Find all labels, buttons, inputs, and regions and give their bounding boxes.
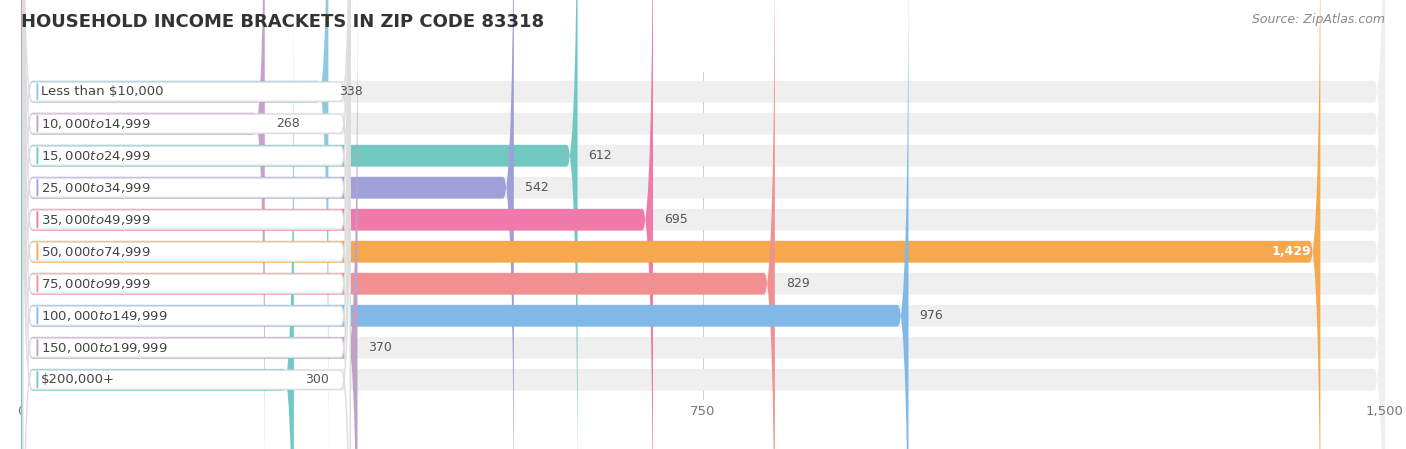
Text: $10,000 to $14,999: $10,000 to $14,999 (41, 117, 150, 131)
FancyBboxPatch shape (21, 0, 329, 449)
FancyBboxPatch shape (22, 0, 350, 449)
FancyBboxPatch shape (21, 0, 775, 449)
FancyBboxPatch shape (22, 0, 350, 449)
Text: 695: 695 (664, 213, 688, 226)
FancyBboxPatch shape (22, 37, 350, 449)
Text: $100,000 to $149,999: $100,000 to $149,999 (41, 309, 167, 323)
FancyBboxPatch shape (21, 0, 652, 449)
Text: 268: 268 (276, 117, 299, 130)
Text: HOUSEHOLD INCOME BRACKETS IN ZIP CODE 83318: HOUSEHOLD INCOME BRACKETS IN ZIP CODE 83… (21, 13, 544, 31)
FancyBboxPatch shape (21, 0, 1385, 449)
Text: Source: ZipAtlas.com: Source: ZipAtlas.com (1251, 13, 1385, 26)
FancyBboxPatch shape (22, 0, 350, 402)
FancyBboxPatch shape (22, 0, 350, 449)
FancyBboxPatch shape (21, 0, 357, 449)
Text: 370: 370 (368, 341, 392, 354)
Text: 542: 542 (524, 181, 548, 194)
Text: $150,000 to $199,999: $150,000 to $199,999 (41, 341, 167, 355)
FancyBboxPatch shape (21, 7, 294, 449)
FancyBboxPatch shape (21, 0, 1385, 449)
Text: 300: 300 (305, 373, 329, 386)
Text: $15,000 to $24,999: $15,000 to $24,999 (41, 149, 150, 163)
FancyBboxPatch shape (21, 7, 1385, 449)
Text: 976: 976 (920, 309, 943, 322)
Text: 338: 338 (339, 85, 363, 98)
Text: 1,429: 1,429 (1271, 245, 1312, 258)
Text: $25,000 to $34,999: $25,000 to $34,999 (41, 180, 150, 195)
FancyBboxPatch shape (21, 0, 1385, 449)
FancyBboxPatch shape (22, 0, 350, 434)
FancyBboxPatch shape (21, 0, 513, 449)
Text: $200,000+: $200,000+ (41, 373, 115, 386)
Text: 829: 829 (786, 277, 810, 290)
FancyBboxPatch shape (21, 0, 1385, 449)
FancyBboxPatch shape (22, 5, 350, 449)
Text: Less than $10,000: Less than $10,000 (41, 85, 165, 98)
FancyBboxPatch shape (21, 0, 1385, 449)
FancyBboxPatch shape (21, 0, 1385, 449)
FancyBboxPatch shape (21, 0, 1385, 449)
FancyBboxPatch shape (22, 0, 350, 449)
FancyBboxPatch shape (22, 0, 350, 449)
FancyBboxPatch shape (21, 0, 908, 449)
Text: $75,000 to $99,999: $75,000 to $99,999 (41, 277, 150, 291)
FancyBboxPatch shape (21, 0, 1320, 449)
FancyBboxPatch shape (22, 69, 350, 449)
Text: $50,000 to $74,999: $50,000 to $74,999 (41, 245, 150, 259)
FancyBboxPatch shape (21, 0, 264, 449)
Text: 612: 612 (589, 149, 612, 162)
Text: $35,000 to $49,999: $35,000 to $49,999 (41, 213, 150, 227)
FancyBboxPatch shape (21, 0, 578, 449)
FancyBboxPatch shape (21, 0, 1385, 449)
FancyBboxPatch shape (21, 0, 1385, 449)
